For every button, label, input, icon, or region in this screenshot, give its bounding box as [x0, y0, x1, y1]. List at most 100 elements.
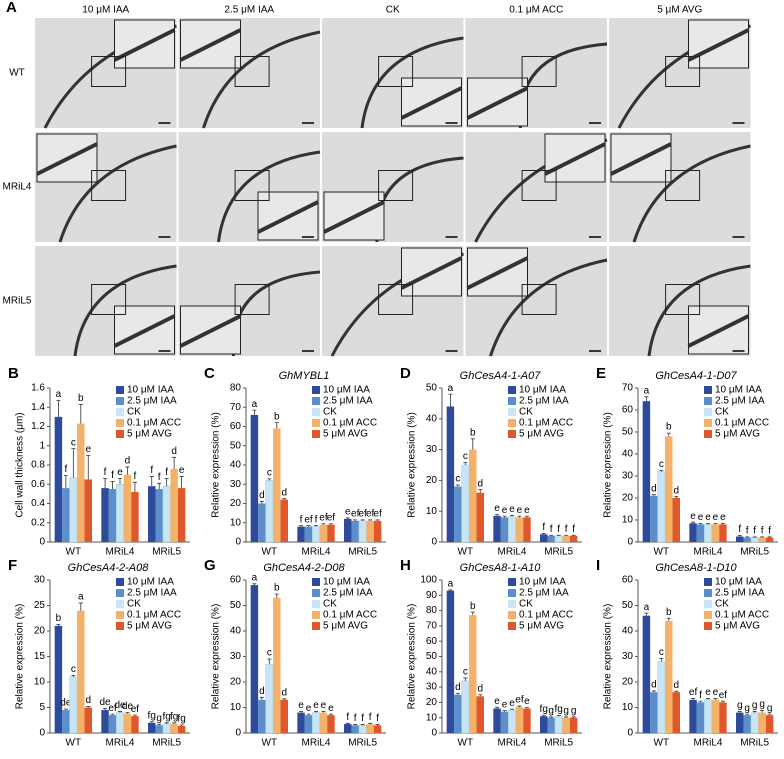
significance-label: e: [502, 505, 508, 516]
column-header: 10 μM IAA: [82, 5, 129, 16]
significance-label: e: [306, 703, 312, 714]
legend-swatch: [704, 419, 712, 427]
error-bar: [125, 712, 130, 714]
significance-label: ef: [689, 687, 698, 698]
error-bar: [71, 448, 76, 478]
y-tick-label: 10: [34, 677, 46, 688]
x-tick-label: MRiL4: [498, 547, 527, 558]
y-tick-label: 0.2: [31, 517, 45, 528]
bar: [704, 524, 712, 543]
legend-label: 10 μM IAA: [715, 385, 762, 396]
error-bar: [78, 403, 83, 424]
significance-label: ef: [327, 512, 336, 523]
bar: [101, 710, 109, 733]
bar: [265, 663, 274, 734]
error-bar: [571, 716, 576, 718]
error-bar: [524, 707, 529, 709]
legend-swatch: [508, 408, 516, 416]
inset-wall: [179, 28, 242, 62]
y-tick-label: 50: [426, 383, 438, 394]
bar: [562, 717, 570, 733]
inset-wall: [544, 142, 606, 176]
significance-label: d: [125, 456, 131, 467]
legend-label: 5 μM AVG: [715, 429, 760, 440]
y-tick-label: 80: [426, 605, 438, 616]
error-bar: [556, 534, 561, 536]
error-bar: [299, 525, 304, 527]
y-tick-label: 10: [622, 702, 634, 713]
error-bar: [259, 696, 264, 700]
error-bar: [299, 711, 304, 713]
y-tick-label: 30: [230, 479, 242, 490]
y-tick-label: 80: [230, 383, 242, 394]
bar: [523, 517, 531, 542]
legend-swatch: [312, 600, 320, 608]
roi-box: [91, 284, 127, 315]
error-bar: [752, 536, 757, 538]
inset-wall: [179, 314, 242, 348]
legend-swatch: [116, 622, 124, 630]
y-tick-label: 70: [622, 383, 634, 394]
significance-label: de: [122, 701, 134, 712]
significance-label: e: [524, 505, 530, 516]
legend-label: 10 μM IAA: [519, 385, 566, 396]
error-bar: [360, 724, 365, 726]
error-bar: [651, 690, 656, 693]
bar: [366, 520, 374, 542]
significance-label: ef: [304, 514, 313, 525]
significance-label: e: [698, 512, 704, 523]
bar: [736, 536, 744, 542]
roi-box: [521, 170, 557, 201]
error-bar: [549, 716, 554, 718]
y-tick-label: 50: [230, 440, 242, 451]
legend-swatch: [704, 578, 712, 586]
y-tick-label: 60: [426, 636, 438, 647]
panel-letter: E: [596, 365, 606, 382]
error-bar: [760, 536, 765, 538]
error-bar: [745, 713, 750, 716]
x-tick-label: MRiL4: [106, 547, 135, 558]
legend-swatch: [312, 386, 320, 394]
legend-label: 2.5 μM IAA: [519, 588, 569, 599]
legend-label: 0.1 μM ACC: [715, 418, 769, 429]
legend-swatch: [508, 386, 516, 394]
legend-swatch: [116, 430, 124, 438]
bar: [711, 524, 720, 542]
significance-label: a: [252, 399, 258, 410]
y-tick-label: 25: [34, 600, 46, 611]
significance-label: f: [753, 526, 756, 537]
error-bar: [259, 501, 264, 504]
significance-label: a: [448, 579, 454, 590]
bar: [743, 715, 751, 733]
significance-label: d: [651, 483, 657, 494]
legend-swatch: [312, 622, 320, 630]
bar: [148, 722, 156, 733]
inset-wall: [687, 314, 750, 348]
error-bar: [666, 617, 671, 621]
bar: [508, 709, 516, 734]
legend-label: 2.5 μM IAA: [323, 396, 373, 407]
legend-swatch: [704, 430, 712, 438]
error-bar: [172, 722, 177, 724]
panel-letter: F: [8, 557, 17, 574]
legend-label: 0.1 μM ACC: [519, 418, 573, 429]
significance-label: f: [158, 472, 161, 483]
y-tick-label: 5: [39, 702, 45, 713]
legend-swatch: [508, 600, 516, 608]
significance-label: b: [274, 411, 280, 422]
cell-wall: [632, 144, 751, 243]
y-tick-label: 30: [622, 471, 634, 482]
legend-label: 0.1 μM ACC: [323, 610, 377, 621]
legend-swatch: [704, 611, 712, 619]
error-bar: [745, 536, 750, 538]
bar: [454, 694, 462, 733]
bar: [312, 712, 320, 734]
error-bar: [691, 698, 696, 700]
significance-label: c: [659, 647, 664, 658]
y-tick-label: 40: [230, 626, 242, 637]
bar: [461, 680, 470, 734]
error-bar: [375, 724, 380, 726]
bar: [69, 477, 78, 543]
significance-label: b: [56, 613, 62, 624]
x-tick-label: WT: [66, 738, 82, 749]
